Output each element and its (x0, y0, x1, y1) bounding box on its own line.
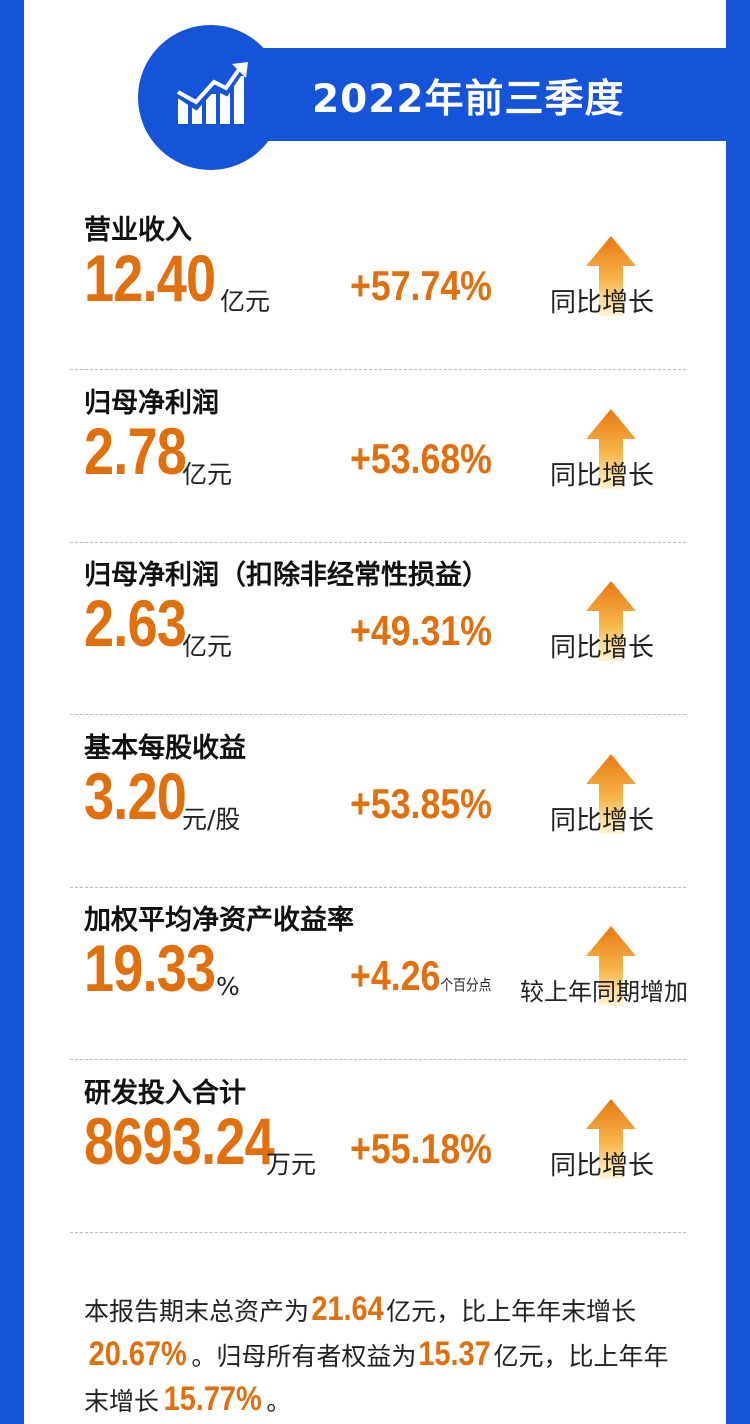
divider (70, 541, 686, 543)
summary-text: 亿元，比上年年末增长 (84, 1342, 669, 1416)
metric-title: 营业收入 (84, 215, 192, 246)
metric-unit: 亿元 (220, 287, 271, 316)
metric-change-value: +4.26 (350, 952, 441, 999)
metric-title: 研发投入合计 (84, 1077, 246, 1109)
metric-title: 归母净利润（扣除非经常性损益） (84, 560, 489, 591)
left-border (0, 0, 24, 1424)
metric-title: 加权平均净资产收益率 (84, 905, 354, 936)
metric-value: 19.33 (84, 931, 216, 1005)
metric-comparison-label: 同比增长 (550, 288, 655, 318)
metric-change-value: +49.31% (350, 607, 492, 654)
up-arrow-icon (586, 926, 636, 1006)
up-arrow-icon (586, 1098, 636, 1179)
metric-value: 3.20 (84, 758, 187, 833)
divider (70, 886, 686, 888)
metric-change-value: +55.18% (350, 1124, 492, 1172)
total-assets-growth: 20.67% (88, 1335, 187, 1373)
divider (70, 1231, 686, 1233)
metric-comparison-label: 同比增长 (550, 1150, 655, 1181)
summary-paragraph: 本报告期末总资产为21.64亿元，比上年年末增长20.67% 。归母所有者权益为1… (84, 1288, 684, 1423)
metric-row: 营业收入 12.40 亿元 +57.74% 同比增长 (70, 198, 686, 370)
metric-change-value: +57.74% (350, 262, 492, 309)
metric-change-unit: 个百分点 (440, 976, 492, 994)
metric-row: 归母净利润（扣除非经常性损益） 2.63 亿元 +49.31% 同比增长 (70, 543, 686, 715)
metric-change: +53.68% (350, 435, 492, 483)
up-arrow-icon (586, 408, 636, 489)
metric-unit: 亿元 (182, 632, 233, 661)
growth-chart-icon (176, 62, 248, 124)
up-arrow-icon (586, 753, 636, 834)
total-assets-value: 21.64 (311, 1290, 384, 1328)
metric-row: 归母净利润 2.78 亿元 +53.68% 同比增长 (70, 371, 686, 543)
metric-change-value: +53.85% (350, 779, 492, 827)
metric-unit: 元/股 (182, 804, 241, 834)
metric-row: 加权平均净资产收益率 19.33 % +4.26个百分点 较上年同期增加 (70, 888, 688, 1060)
metric-title: 归母净利润 (84, 387, 219, 419)
metric-change: +49.31% (350, 607, 492, 655)
metric-unit: 亿元 (182, 459, 233, 489)
equity-growth: 15.77% (163, 1380, 262, 1418)
divider (70, 1059, 686, 1060)
metric-change: +53.85% (350, 780, 492, 828)
divider (70, 369, 686, 370)
up-arrow-icon (586, 581, 636, 661)
equity-value: 15.37 (418, 1335, 492, 1373)
metric-value: 12.40 (84, 241, 216, 315)
metric-title: 基本每股收益 (84, 732, 246, 764)
metric-unit: % (216, 972, 240, 1001)
metric-change: +57.74% (350, 262, 492, 310)
metric-value: 2.63 (84, 586, 187, 660)
metric-comparison-label: 同比增长 (550, 633, 655, 663)
summary-text: 。归母所有者权益为 (191, 1342, 417, 1371)
metric-value: 2.78 (84, 413, 187, 488)
metric-row: 基本每股收益 3.20 元/股 +53.85% 同比增长 (70, 716, 686, 888)
page-title: 2022年前三季度 (312, 77, 625, 122)
metric-change: +55.18% (350, 1125, 492, 1173)
metric-change: +4.26个百分点 (350, 952, 491, 1000)
banner-bar (260, 48, 726, 141)
metric-value: 8693.24 (84, 1103, 275, 1178)
metric-unit: 万元 (266, 1149, 317, 1179)
right-border (726, 0, 750, 1424)
metric-row: 研发投入合计 8693.24 万元 +55.18% 同比增长 (70, 1061, 686, 1233)
up-arrow-icon (586, 236, 636, 316)
summary-text: 。 (266, 1387, 292, 1416)
divider (70, 714, 686, 715)
metric-change-value: +53.68% (350, 434, 492, 482)
summary-text: 本报告期末总资产为 (84, 1297, 310, 1326)
metric-comparison-label: 同比增长 (550, 460, 655, 491)
metric-comparison-label: 较上年同期增加 (520, 978, 688, 1006)
metric-comparison-label: 同比增长 (550, 805, 655, 836)
summary-text: 亿元，比上年年末增长 (386, 1297, 637, 1326)
